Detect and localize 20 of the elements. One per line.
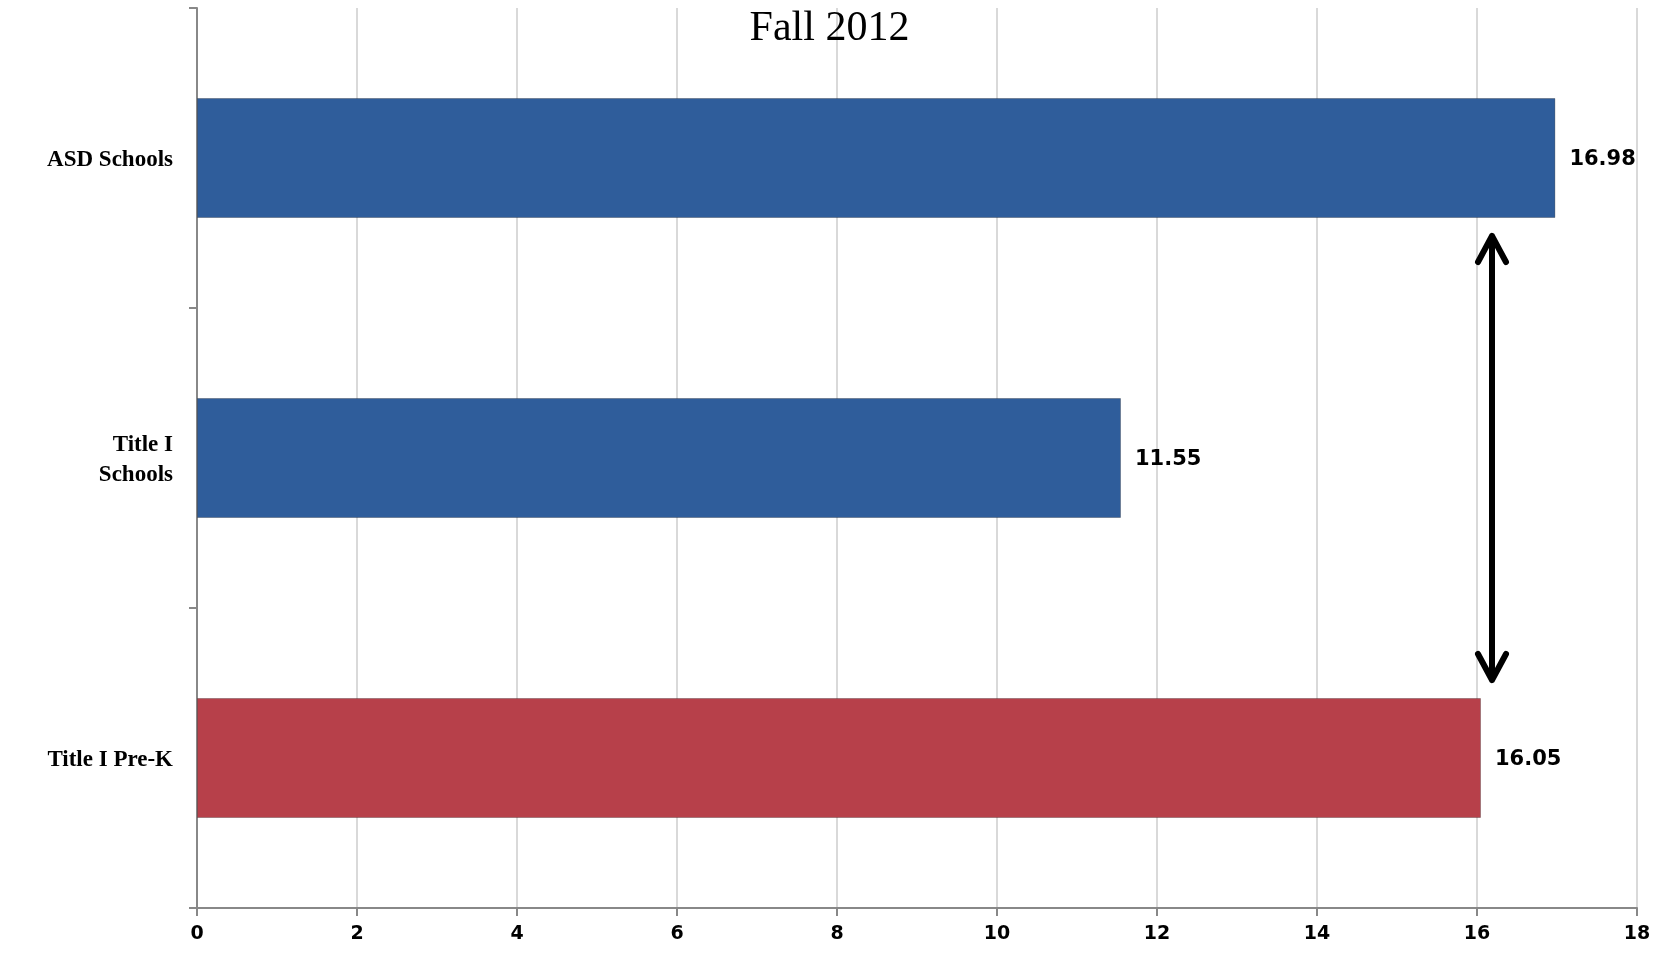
x-tick-label: 10 [983,920,1011,943]
x-tick-label: 8 [830,920,844,943]
data-label: 16.05 [1495,746,1562,770]
x-tick-label: 2 [350,920,364,943]
x-tick-label: 6 [670,920,684,943]
x-tick-label: 0 [190,920,204,943]
chart-title: Fall 2012 [749,3,910,49]
y-tick-label: ASD Schools [47,145,174,171]
x-tick-label: 4 [510,920,524,943]
bar [197,98,1556,218]
data-label: 16.98 [1569,146,1636,170]
data-label: 11.55 [1135,446,1202,470]
bar [197,398,1121,518]
y-tick-label: Title I Schools [98,430,174,486]
y-tick-label: Title I Pre-K [47,745,174,771]
bar [197,698,1481,818]
x-tick-label: 16 [1463,920,1491,943]
x-tick-label: 14 [1303,920,1331,943]
x-tick-label: 12 [1143,920,1171,943]
x-tick-label: 18 [1623,920,1651,943]
